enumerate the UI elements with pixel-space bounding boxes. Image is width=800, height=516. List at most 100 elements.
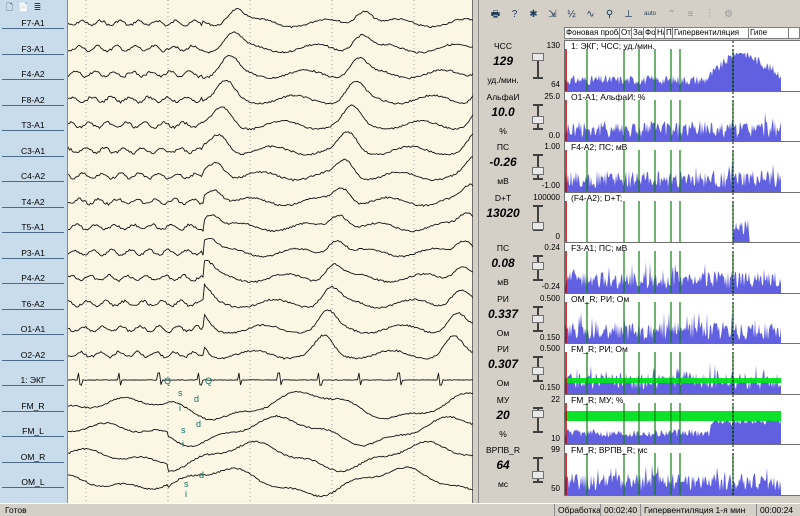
param-level-slider[interactable]	[531, 253, 545, 283]
param-min: 64	[551, 80, 560, 89]
slider-knob[interactable]	[532, 166, 544, 175]
channel-label[interactable]: C4-A2	[2, 170, 64, 182]
stage-cell[interactable]: Фоновая проба	[566, 28, 620, 38]
parameter-row: РИ 0.307 Ом 0.500 0.150 FM_R; РИ; Ом	[483, 343, 800, 395]
trend-plot[interactable]: FM_R; ВРПВ_R; мс	[564, 444, 800, 496]
param-unit: %	[499, 125, 507, 136]
channel-label[interactable]: C3-A1	[2, 145, 64, 157]
trend-toolbar: 🖶? ✱ ⇲ ½ ∿ ⚲ ⊥ auto ⌃ ≡ ⫶ ⚙	[489, 6, 735, 22]
status-ready: Готов	[5, 505, 27, 515]
help-icon[interactable]: ?	[511, 8, 518, 20]
slider-knob[interactable]	[532, 409, 544, 418]
channel-label[interactable]: F4-A2	[2, 68, 64, 80]
trend-plot[interactable]: OM_R; РИ; Ом	[564, 292, 800, 345]
channel-label[interactable]: F3-A1	[2, 43, 64, 55]
channel-label[interactable]: F7-A1	[2, 17, 64, 29]
print-icon[interactable]: 🖶	[490, 8, 501, 20]
trend-plot[interactable]: (F4-A2); D+T;	[564, 191, 800, 244]
slider-knob[interactable]	[532, 115, 544, 124]
chart-icon[interactable]: ⫶	[708, 8, 711, 20]
param-max: 22	[551, 394, 560, 404]
status-stage-time: 00:00:24	[756, 504, 796, 516]
wave-icon[interactable]: ∿	[586, 8, 595, 20]
new-document-icon[interactable]: 🗋	[5, 1, 14, 12]
slider-knob[interactable]	[532, 471, 544, 480]
channel-label[interactable]: F8-A2	[2, 94, 64, 106]
eeg-trace	[68, 414, 473, 447]
param-readout: АльфаИ 10.0 % 25.0 0.0	[483, 92, 560, 142]
freeze-icon[interactable]: ⌃	[667, 8, 676, 20]
channel-label[interactable]: O1-A1	[2, 323, 64, 335]
channel-label[interactable]: FM_R	[2, 400, 64, 412]
person-icon[interactable]: ⚲	[605, 8, 614, 20]
param-readout: РИ 0.307 Ом 0.500 0.150	[483, 344, 560, 394]
param-level-slider[interactable]	[531, 304, 545, 334]
frequency-icon[interactable]: ½	[567, 8, 576, 20]
param-level-slider[interactable]	[531, 405, 545, 435]
stage-timeline[interactable]: Фоновая пробаОткЗакФотНаПГипервентиляция…	[564, 27, 800, 39]
open-document-icon[interactable]: 📄	[17, 2, 30, 12]
param-level-slider[interactable]	[531, 51, 545, 81]
param-max: 1.00	[544, 142, 560, 151]
trend-graph	[565, 243, 781, 293]
channel-label[interactable]: T5-A1	[2, 221, 64, 233]
channel-label[interactable]: OM_L	[2, 476, 64, 488]
trend-graph	[565, 192, 750, 243]
slider-knob[interactable]	[532, 314, 544, 323]
param-unit: Ом	[496, 378, 510, 388]
channel-label[interactable]: T3-A1	[2, 119, 64, 131]
param-name: МУ	[496, 394, 510, 405]
parameter-row: ПС -0.26 мВ 1.00 -1.00 F4-A2; ПС; мВ	[483, 141, 800, 193]
param-level-slider[interactable]	[531, 354, 545, 384]
param-level-slider[interactable]	[531, 455, 545, 485]
stage-cell[interactable]: Зак	[633, 28, 644, 38]
param-level-slider[interactable]	[531, 203, 545, 233]
channel-label[interactable]: 1: ЭКГ	[2, 374, 64, 386]
trend-plot[interactable]: 1: ЭКГ; ЧСС; уд./мин.	[564, 40, 800, 92]
montage-settings-icon[interactable]: ≣	[33, 2, 42, 12]
param-value: 129	[492, 54, 514, 68]
tools-icon[interactable]: ✱	[529, 8, 538, 20]
eeg-trace	[68, 156, 473, 182]
stage-cell[interactable]: На	[656, 28, 665, 38]
trend-plot[interactable]: F3-A1; ПС; мВ	[564, 242, 800, 294]
param-level-slider[interactable]	[531, 152, 545, 182]
trend-plot[interactable]: O1-A1; АльфаИ; %	[564, 90, 800, 143]
slider-knob[interactable]	[532, 221, 544, 230]
stage-cell[interactable]: Фот	[645, 28, 656, 38]
trend-graph	[565, 394, 781, 445]
auto-label[interactable]: auto	[644, 10, 656, 17]
montage-icon[interactable]: ⊥	[624, 8, 633, 20]
channel-label[interactable]: T4-A2	[2, 196, 64, 208]
channel-label[interactable]: FM_L	[2, 425, 64, 437]
trend-plot[interactable]: F4-A2; ПС; мВ	[564, 141, 800, 193]
trend-caption: F3-A1; ПС; мВ	[571, 243, 628, 253]
settings-icon[interactable]: ⚙	[724, 8, 733, 20]
stage-cell[interactable]: Гипе	[749, 28, 789, 38]
slider-knob[interactable]	[532, 53, 544, 62]
list-icon[interactable]: ≡	[687, 8, 694, 20]
param-max: 0.500	[539, 344, 560, 353]
eeg-trace	[68, 212, 473, 233]
trend-plot[interactable]: FM_R; МУ; %	[564, 393, 800, 446]
param-min: 0.150	[539, 383, 560, 392]
param-level-slider[interactable]	[531, 102, 545, 132]
channel-label[interactable]: O2-A2	[2, 349, 64, 361]
filter-icon[interactable]: ⇲	[548, 8, 557, 20]
stage-cell[interactable]: Гипервентиляция	[673, 28, 749, 38]
parameter-row: МУ 20 % 22 10 FM_R; МУ; %	[483, 393, 800, 446]
stage-cell[interactable]: Отк	[621, 28, 632, 38]
channel-label[interactable]: P4-A2	[2, 272, 64, 284]
status-bar: Готов Обработка 00:02:40 Гипервентиляция…	[0, 503, 800, 516]
channel-label[interactable]: P3-A1	[2, 247, 64, 259]
slider-knob[interactable]	[532, 261, 544, 270]
stage-cell[interactable]: П	[666, 28, 673, 38]
eeg-trace	[68, 238, 473, 258]
slider-knob[interactable]	[532, 367, 544, 375]
channel-label[interactable]: T6-A2	[2, 298, 64, 310]
param-value: 20	[496, 407, 510, 422]
channel-label[interactable]: OM_R	[2, 451, 64, 463]
trend-plot[interactable]: FM_R; РИ; Ом	[564, 343, 800, 395]
param-unit: %	[499, 428, 507, 439]
